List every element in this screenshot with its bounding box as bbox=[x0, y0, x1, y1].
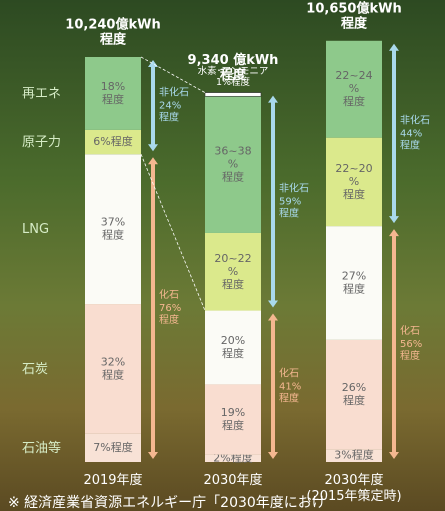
arrow-head bbox=[148, 144, 158, 152]
segment-label: 20~22 %程度 bbox=[214, 252, 251, 291]
segment-label: 6%程度 bbox=[93, 134, 132, 148]
segment-label: 27%程度 bbox=[342, 269, 366, 295]
segment-label: 22~24 %程度 bbox=[335, 69, 372, 108]
bar-segment bbox=[85, 129, 141, 155]
group-name: 非化石 bbox=[159, 86, 189, 99]
segment-label: 3%程度 bbox=[334, 448, 373, 462]
total-label: 10,240億kWh 程度 bbox=[65, 16, 160, 47]
connector bbox=[140, 56, 206, 93]
series-label: 石炭 bbox=[22, 361, 48, 376]
series-label: 再エネ bbox=[22, 86, 61, 101]
total-label: 9,340 億kWh 程度 bbox=[188, 52, 279, 83]
x-tick-label: 2019年度 bbox=[83, 472, 142, 488]
group-label: 59%程度 bbox=[279, 197, 301, 220]
group-name: 化石 bbox=[400, 324, 420, 337]
group-label: 56%程度 bbox=[400, 339, 422, 362]
bar-segment bbox=[205, 384, 261, 455]
series-label: LNG bbox=[22, 222, 49, 237]
bar-segment bbox=[85, 433, 141, 462]
bar-segment bbox=[326, 226, 382, 340]
group-label: 41%程度 bbox=[279, 381, 301, 404]
bar-segment bbox=[85, 57, 141, 130]
segment-label: 22~20 %程度 bbox=[335, 162, 372, 201]
segment-label: 7%程度 bbox=[93, 440, 132, 454]
connector bbox=[140, 154, 206, 311]
series-label: 石油等 bbox=[22, 439, 61, 455]
segment-label: 36~38 %程度 bbox=[214, 145, 251, 184]
group-label: 76%程度 bbox=[159, 303, 181, 326]
arrow-head bbox=[268, 95, 278, 103]
group-label: 24%程度 bbox=[159, 101, 181, 124]
bar-segment bbox=[204, 92, 262, 97]
arrow-head bbox=[148, 452, 158, 459]
total-label: 10,650億kWh 程度 bbox=[306, 0, 401, 31]
arrow-head bbox=[268, 452, 278, 459]
footnote: ※ 経済産業省資源エネルギー庁「2030年度におけ bbox=[8, 495, 326, 511]
segment-label: 19%程度 bbox=[221, 406, 245, 432]
group-name: 非化石 bbox=[279, 182, 309, 195]
segment-label: 18%程度 bbox=[101, 80, 125, 106]
bar-segment bbox=[205, 232, 261, 311]
bar-segment bbox=[326, 40, 382, 138]
bar-segment bbox=[205, 96, 261, 233]
bar-segment bbox=[326, 137, 382, 227]
arrow-head bbox=[268, 300, 278, 308]
x-tick-label: 2030年度(2015年策定時) bbox=[306, 472, 401, 504]
segment-label: 37%程度 bbox=[101, 216, 125, 242]
group-name: 化石 bbox=[159, 288, 179, 301]
group-label: 44%程度 bbox=[400, 128, 422, 151]
bar-segment bbox=[326, 449, 382, 462]
arrow-head bbox=[389, 452, 399, 459]
bar-segment bbox=[205, 454, 261, 462]
group-name: 非化石 bbox=[400, 113, 430, 126]
bar-segment bbox=[205, 310, 261, 385]
segment-label: 32%程度 bbox=[101, 355, 125, 381]
bar-segment bbox=[326, 339, 382, 450]
group-name: 化石 bbox=[279, 366, 299, 379]
arrow-head bbox=[389, 43, 399, 51]
x-tick-label: 2030年度 bbox=[203, 472, 262, 488]
bar-segment bbox=[85, 304, 141, 434]
series-label: 原子力 bbox=[22, 135, 61, 150]
arrow-head bbox=[389, 229, 399, 237]
segment-label: 26%程度 bbox=[342, 381, 366, 407]
segment-label: 水素･アンモニア 1%程度 bbox=[198, 65, 269, 88]
arrow-head bbox=[148, 157, 158, 165]
arrow-head bbox=[389, 216, 399, 224]
bar-segment bbox=[85, 154, 141, 305]
arrow-head bbox=[268, 313, 278, 321]
segment-label: 20%程度 bbox=[221, 334, 245, 360]
